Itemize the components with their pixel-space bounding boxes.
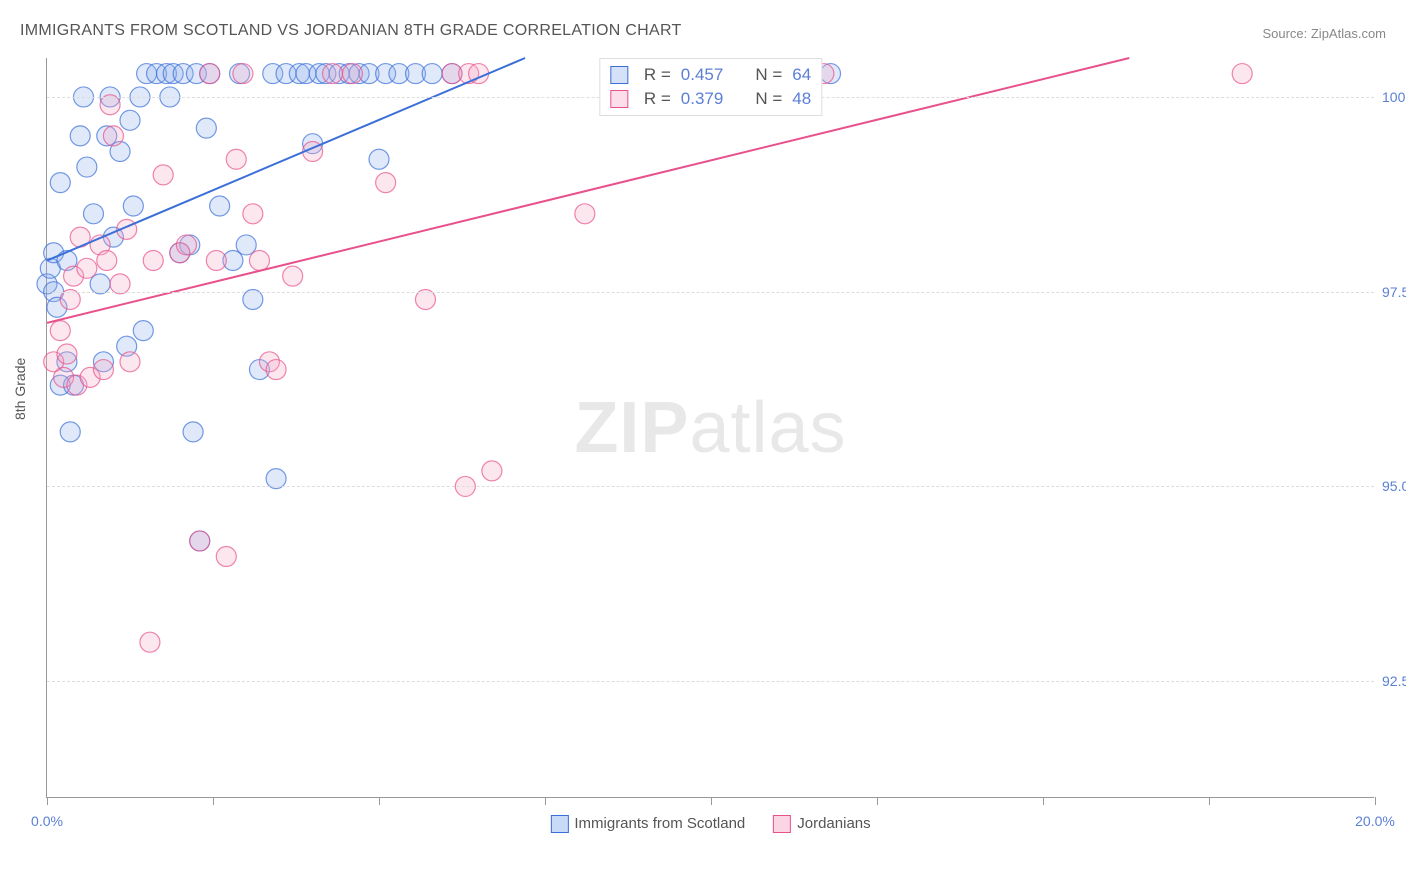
data-point [482, 461, 502, 481]
data-point [83, 204, 103, 224]
chart-plot-area: ZIPatlas 92.5%95.0%97.5%100.0% 0.0%20.0%… [46, 58, 1374, 798]
gridline [47, 292, 1374, 293]
stats-row: R = 0.457 N = 64 [610, 63, 811, 87]
data-point [93, 360, 113, 380]
data-point [60, 422, 80, 442]
data-point [376, 173, 396, 193]
data-point [50, 173, 70, 193]
data-point [153, 165, 173, 185]
data-point [77, 258, 97, 278]
data-point [123, 196, 143, 216]
data-point [206, 251, 226, 271]
data-point [1232, 64, 1252, 84]
legend-swatch [773, 815, 791, 833]
stats-legend-box: R = 0.457 N = 64 R = 0.379 N = 48 [599, 58, 822, 116]
data-point [249, 251, 269, 271]
stat-n-label: N = [755, 89, 782, 109]
chart-title: IMMIGRANTS FROM SCOTLAND VS JORDANIAN 8T… [20, 22, 682, 40]
legend-swatch [550, 815, 568, 833]
bottom-legend: Immigrants from Scotland Jordanians [550, 815, 870, 833]
data-point [342, 64, 362, 84]
x-tick [545, 797, 546, 805]
x-tick-label: 0.0% [31, 813, 63, 829]
y-tick-label: 95.0% [1382, 478, 1406, 494]
data-point [575, 204, 595, 224]
data-point [77, 157, 97, 177]
stat-r-value: 0.379 [681, 89, 724, 109]
y-tick-label: 92.5% [1382, 673, 1406, 689]
source-attribution: Source: ZipAtlas.com [1262, 26, 1386, 41]
stat-r-label: R = [644, 65, 671, 85]
x-tick-label: 20.0% [1355, 813, 1395, 829]
legend-label: Immigrants from Scotland [574, 815, 745, 832]
data-point [323, 64, 343, 84]
data-point [190, 531, 210, 551]
legend-swatch [610, 90, 628, 108]
data-point [226, 149, 246, 169]
data-point [57, 344, 77, 364]
data-point [70, 126, 90, 146]
data-point [50, 321, 70, 341]
legend-swatch [610, 66, 628, 84]
data-point [283, 266, 303, 286]
x-tick [1209, 797, 1210, 805]
data-point [143, 251, 163, 271]
x-tick [47, 797, 48, 805]
scatter-plot-svg [47, 58, 1374, 797]
legend-label: Jordanians [797, 815, 870, 832]
legend-item: Immigrants from Scotland [550, 815, 745, 833]
y-axis-label: 8th Grade [12, 358, 28, 420]
data-point [216, 547, 236, 567]
stat-n-label: N = [755, 65, 782, 85]
x-tick [1375, 797, 1376, 805]
data-point [176, 235, 196, 255]
y-tick-label: 100.0% [1382, 89, 1406, 105]
stat-r-label: R = [644, 89, 671, 109]
data-point [103, 126, 123, 146]
stat-n-value: 48 [792, 89, 811, 109]
x-tick [877, 797, 878, 805]
stat-n-value: 64 [792, 65, 811, 85]
data-point [369, 149, 389, 169]
x-tick [213, 797, 214, 805]
data-point [196, 118, 216, 138]
legend-item: Jordanians [773, 815, 870, 833]
data-point [120, 352, 140, 372]
data-point [233, 64, 253, 84]
data-point [183, 422, 203, 442]
x-tick [379, 797, 380, 805]
x-tick [1043, 797, 1044, 805]
data-point [97, 251, 117, 271]
stat-r-value: 0.457 [681, 65, 724, 85]
data-point [266, 360, 286, 380]
data-point [133, 321, 153, 341]
gridline [47, 681, 1374, 682]
data-point [120, 110, 140, 130]
stats-row: R = 0.379 N = 48 [610, 87, 811, 111]
data-point [422, 64, 442, 84]
x-tick [711, 797, 712, 805]
data-point [210, 196, 230, 216]
gridline [47, 486, 1374, 487]
data-point [243, 204, 263, 224]
data-point [140, 632, 160, 652]
data-point [236, 235, 256, 255]
y-tick-label: 97.5% [1382, 284, 1406, 300]
data-point [200, 64, 220, 84]
